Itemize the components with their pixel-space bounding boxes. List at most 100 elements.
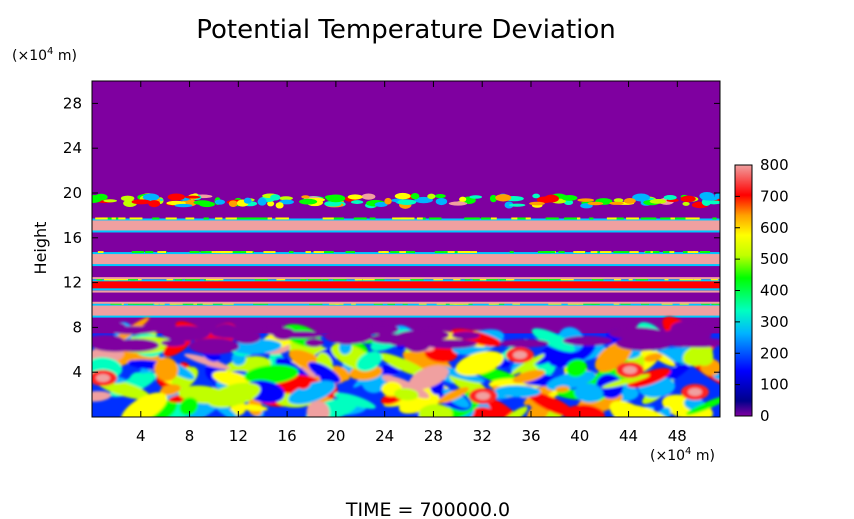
layer-speckle <box>322 278 329 281</box>
cloud-blob <box>174 203 193 208</box>
cloud-blob <box>414 196 433 204</box>
chart-title: Potential Temperature Deviation <box>196 15 616 45</box>
swirl <box>244 364 299 385</box>
gap <box>670 337 720 348</box>
y-tick-label: 8 <box>72 318 82 336</box>
layer-speckle <box>412 278 420 281</box>
layer-speckle <box>101 217 108 220</box>
layer-speckle <box>635 278 644 281</box>
swirl <box>207 382 261 408</box>
layer-speckle <box>310 278 322 281</box>
cloud-blob <box>434 194 446 199</box>
layer-speckle <box>598 278 604 281</box>
layer-speckle <box>190 278 200 281</box>
x-unit-label: (×104 m) <box>650 446 715 464</box>
hot-core <box>513 351 527 359</box>
layer-speckle <box>191 251 197 254</box>
gap <box>92 334 124 347</box>
layer-speckle <box>640 217 647 220</box>
colorbar-tick-label: 200 <box>760 344 789 362</box>
gap <box>189 338 240 355</box>
swirl <box>306 400 330 417</box>
swirl <box>159 384 181 396</box>
swirl <box>565 359 588 378</box>
layer-speckle <box>96 278 103 281</box>
x-tick-label: 48 <box>668 427 687 445</box>
cloud-blob <box>167 193 185 201</box>
layer-speckle <box>539 278 549 281</box>
cloud-blob <box>214 199 226 205</box>
cloud-blob <box>564 199 574 205</box>
layer-speckle <box>362 278 375 281</box>
x-tick-label: 28 <box>424 427 443 445</box>
layer-speckle <box>392 217 406 220</box>
layer-speckle <box>548 278 557 281</box>
layer-speckle <box>479 278 487 281</box>
gap <box>115 343 132 351</box>
layer-speckle <box>545 217 559 220</box>
y-axis-label: Height <box>31 222 50 275</box>
swirl <box>601 374 650 389</box>
x-tick-label: 16 <box>278 427 297 445</box>
swirl <box>548 338 596 368</box>
cloud-blob <box>701 196 719 201</box>
gap <box>562 335 613 346</box>
layer-speckle <box>481 217 487 220</box>
colorbar-tick-label: 500 <box>760 250 789 268</box>
cloud-blob <box>448 201 468 206</box>
thin-layer <box>92 277 720 280</box>
layer-speckle <box>378 251 389 254</box>
gap <box>499 338 549 348</box>
cloud-blob <box>374 201 388 208</box>
layer-speckle <box>345 251 355 254</box>
layer-speckle <box>509 278 515 281</box>
layer-speckle <box>313 251 324 254</box>
cloud-blob <box>148 200 161 208</box>
cloud-blob <box>301 195 310 199</box>
layer-speckle <box>308 278 316 281</box>
layer-band <box>92 281 720 289</box>
x-tick-label: 4 <box>136 427 146 445</box>
layer-speckle <box>543 251 556 254</box>
layer-speckle <box>247 217 259 220</box>
y-tick-label: 16 <box>63 229 82 247</box>
layer-speckle <box>225 217 233 220</box>
layer-speckle <box>662 251 675 254</box>
hot-core <box>623 366 637 374</box>
gap <box>687 325 712 342</box>
swirl <box>297 377 312 390</box>
swirl <box>333 392 376 409</box>
layer-speckle <box>464 217 479 220</box>
x-tick-label: 20 <box>326 427 345 445</box>
gap <box>304 338 324 348</box>
gap <box>365 323 399 335</box>
plot-frame <box>91 80 721 418</box>
swirl <box>418 404 453 417</box>
layer-speckle <box>267 217 273 220</box>
turbulence-swirls <box>92 316 720 417</box>
y-tick-label: 28 <box>63 94 82 112</box>
layer-speckle <box>390 251 400 254</box>
layer-speckle <box>660 217 674 220</box>
cloud-blob <box>361 193 376 200</box>
layer-speckle <box>323 251 334 254</box>
x-tick-label: 40 <box>570 427 589 445</box>
layer-speckle <box>699 251 711 254</box>
cloud-blob <box>649 199 667 204</box>
layer-speckle <box>472 278 484 281</box>
swirl <box>594 341 633 372</box>
layer-speckle <box>600 251 612 254</box>
layer-speckle <box>174 278 183 281</box>
cloud-blob <box>397 199 417 205</box>
cloud-blob <box>324 200 342 207</box>
x-tick-label: 24 <box>375 427 394 445</box>
cloud-blob <box>682 201 690 206</box>
layer-speckle <box>464 278 470 281</box>
swirl <box>574 383 604 403</box>
gap <box>161 325 210 342</box>
layer-speckle <box>355 278 363 281</box>
cloud-blob <box>613 198 624 203</box>
cloud-blob <box>632 193 650 202</box>
